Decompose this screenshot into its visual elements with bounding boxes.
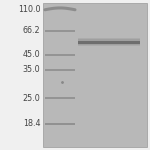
Bar — [43, 3, 147, 147]
Bar — [90, 3, 95, 147]
Bar — [95, 3, 100, 147]
Bar — [137, 3, 142, 147]
Bar — [78, 38, 140, 39]
Bar — [45, 69, 75, 71]
Bar — [64, 3, 69, 147]
Bar — [100, 3, 105, 147]
Bar — [84, 3, 90, 147]
Bar — [78, 44, 140, 45]
Bar — [105, 3, 111, 147]
Bar — [48, 3, 53, 147]
Text: 66.2: 66.2 — [23, 26, 40, 35]
Bar — [45, 97, 75, 99]
Text: 45.0: 45.0 — [23, 50, 40, 59]
Bar — [116, 3, 121, 147]
Bar — [74, 3, 79, 147]
Bar — [111, 3, 116, 147]
Bar — [78, 45, 140, 46]
Bar — [53, 3, 58, 147]
Bar — [45, 123, 75, 125]
Bar — [69, 3, 74, 147]
Text: 25.0: 25.0 — [23, 94, 40, 103]
Bar — [79, 3, 84, 147]
Text: 35.0: 35.0 — [23, 65, 40, 74]
Bar — [43, 3, 48, 147]
Bar — [142, 3, 147, 147]
Bar — [121, 3, 126, 147]
Text: 110.0: 110.0 — [18, 5, 40, 14]
Bar — [45, 30, 75, 32]
Bar — [45, 54, 75, 56]
Bar — [78, 40, 140, 43]
Bar — [78, 39, 140, 41]
Bar — [126, 3, 131, 147]
Text: 18.4: 18.4 — [23, 119, 40, 128]
Bar — [58, 3, 64, 147]
Bar — [131, 3, 137, 147]
